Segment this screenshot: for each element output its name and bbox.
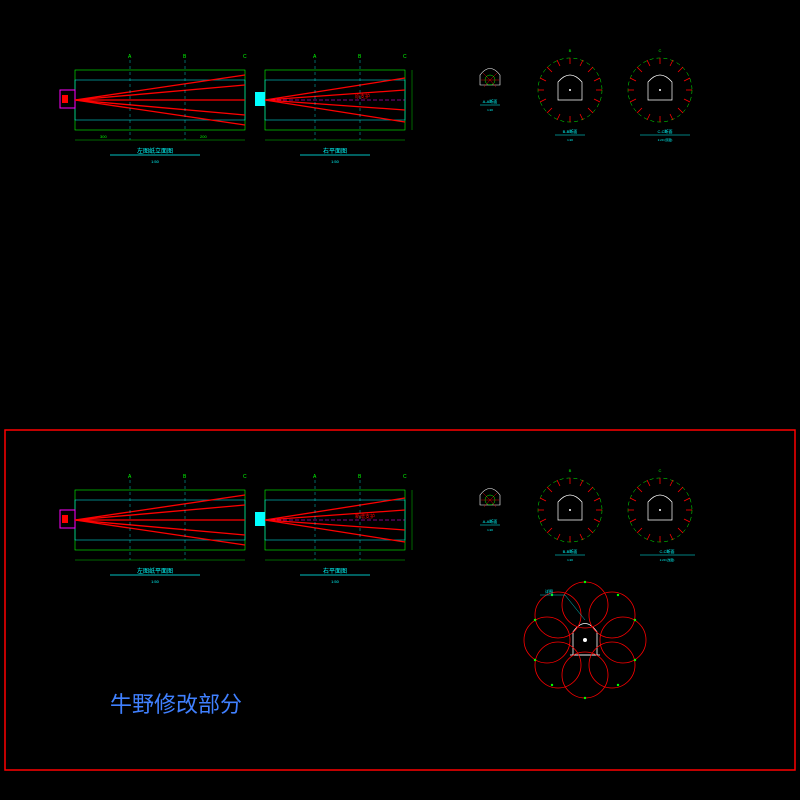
svg-text:B-B断面: B-B断面	[563, 128, 578, 134]
svg-text:B: B	[183, 474, 187, 480]
top-section-b: B-B断面 1:20 B	[538, 48, 602, 142]
svg-text:C: C	[659, 468, 662, 473]
bottom-drawing-2: 新增支护 A B C 右平面图 1:50	[255, 474, 412, 584]
svg-text:B: B	[358, 54, 362, 60]
svg-text:C: C	[243, 474, 247, 480]
drawing-title: 左图纸立面图	[137, 147, 173, 155]
svg-text:C-C断面: C-C断面	[657, 128, 672, 134]
svg-text:A: A	[128, 474, 132, 480]
top-section-a: A-A断面 1:20	[480, 69, 500, 113]
svg-text:1:20: 1:20	[487, 528, 493, 532]
svg-text:B: B	[183, 54, 187, 60]
svg-text:1:50: 1:50	[331, 579, 340, 584]
svg-text:1:50: 1:50	[151, 579, 160, 584]
svg-text:C-C断面: C-C断面	[659, 548, 674, 554]
drawing-scale: 1:50	[331, 159, 340, 164]
svg-text:详图: 详图	[545, 588, 553, 594]
svg-text:B: B	[569, 468, 572, 473]
svg-text:A: A	[128, 54, 132, 60]
svg-text:1:20: 1:20	[487, 108, 493, 112]
top-section: 300 200 A B C 左图纸立面图 1:50 原支护	[60, 48, 692, 164]
svg-text:1:20 (改图): 1:20 (改图)	[660, 557, 675, 562]
rosette-detail: 详图	[524, 581, 646, 699]
svg-text:A: A	[313, 54, 317, 60]
svg-text:B: B	[569, 48, 572, 53]
svg-text:A-A断面: A-A断面	[483, 518, 498, 524]
svg-text:B-B断面: B-B断面	[563, 548, 578, 554]
drawing-scale: 1:50	[151, 159, 160, 164]
section-title: A-A断面	[483, 98, 498, 104]
svg-text:B: B	[358, 474, 362, 480]
svg-text:右平面图: 右平面图	[323, 567, 347, 575]
bottom-section-b: B-B断面 1:20 B	[538, 468, 602, 562]
dim-text: 200	[200, 134, 207, 139]
bottom-drawing-1: A B C 左图纸平面图 1:50	[60, 474, 247, 584]
drawing-title: 右平面图	[323, 147, 347, 155]
bottom-section: A B C 左图纸平面图 1:50 新增支护 A B C 右平面	[60, 468, 695, 699]
label-text: 原支护	[355, 93, 370, 100]
bottom-section-a: A-A断面 1:20	[480, 489, 500, 533]
top-drawing-2: 原支护 A B C 右平面图 1:50	[255, 54, 412, 164]
svg-text:1:20: 1:20	[567, 138, 573, 142]
svg-text:A: A	[313, 474, 317, 480]
svg-text:C: C	[403, 474, 407, 480]
svg-text:左图纸平面图: 左图纸平面图	[137, 567, 173, 575]
revision-annotation: 牛野修改部分	[110, 692, 242, 717]
svg-text:C: C	[243, 54, 247, 60]
dim-text: 300	[100, 134, 107, 139]
svg-text:C: C	[403, 54, 407, 60]
bottom-section-c: C-C断面 1:20 (改图) C	[628, 468, 695, 562]
top-section-c: C-C断面 1:20 (原图) C	[628, 48, 692, 142]
svg-text:1:20: 1:20	[567, 558, 573, 562]
svg-text:新增支护: 新增支护	[355, 513, 375, 520]
cad-drawing: 300 200 A B C 左图纸立面图 1:50 原支护	[0, 0, 800, 800]
svg-text:C: C	[659, 48, 662, 53]
svg-text:1:20 (原图): 1:20 (原图)	[658, 137, 673, 142]
top-drawing-1: 300 200 A B C 左图纸立面图 1:50	[60, 54, 247, 164]
revision-box	[5, 430, 795, 770]
